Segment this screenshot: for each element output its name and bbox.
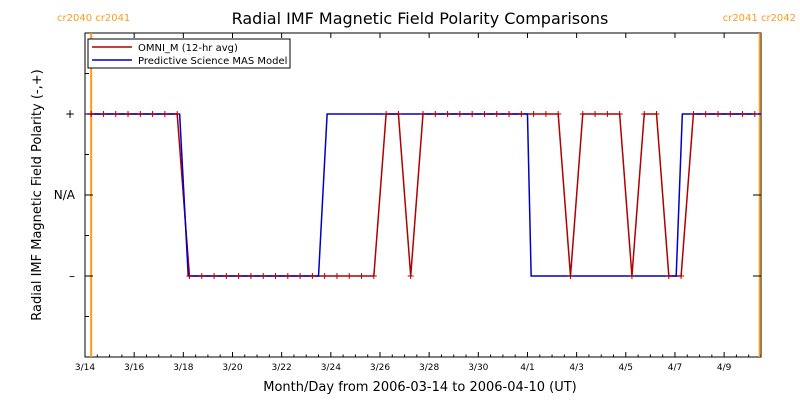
x-tick-label: 4/1 <box>520 363 534 373</box>
omni-data-point <box>469 111 476 117</box>
omni-data-point <box>567 273 574 279</box>
carrington-rotation-label: cr2041 cr2042 <box>723 13 796 24</box>
omni-data-point <box>383 111 390 117</box>
omni-data-point <box>235 273 242 279</box>
omni-data-point <box>88 111 95 117</box>
y-axis-label: Radial IMF Magnetic Field Polarity (-,+) <box>30 69 45 320</box>
omni-data-point <box>137 111 144 117</box>
chart-title: Radial IMF Magnetic Field Polarity Compa… <box>232 9 609 28</box>
x-tick-label: 3/24 <box>321 363 341 373</box>
omni-data-point <box>395 111 402 117</box>
x-tick-label: 4/7 <box>668 363 682 373</box>
omni-data-point <box>592 111 599 117</box>
series-line-omni <box>91 113 755 277</box>
omni-data-point <box>690 111 697 117</box>
x-tick-label: 3/18 <box>173 363 193 373</box>
omni-data-point <box>493 111 500 117</box>
legend-box <box>87 38 291 69</box>
omni-data-point <box>346 273 353 279</box>
x-tick-label: 4/3 <box>569 363 583 373</box>
omni-data-point <box>456 111 463 117</box>
omni-data-point <box>100 111 107 117</box>
x-tick-label: 4/5 <box>619 363 633 373</box>
omni-data-point <box>149 111 156 117</box>
omni-data-point <box>112 111 119 117</box>
omni-data-point <box>751 111 758 117</box>
omni-data-point <box>297 273 304 279</box>
omni-data-point <box>714 111 721 117</box>
series-line-mas <box>87 113 761 277</box>
omni-data-point <box>727 111 734 117</box>
x-tick-label: 3/14 <box>75 363 95 373</box>
plot-frame <box>84 32 762 358</box>
omni-data-point <box>506 111 513 117</box>
carrington-rotation-label: cr2040 cr2041 <box>57 13 130 24</box>
omni-data-point <box>555 111 562 117</box>
omni-data-point <box>407 273 414 279</box>
omni-data-point <box>579 111 586 117</box>
omni-data-point <box>272 273 279 279</box>
omni-data-point <box>321 273 328 279</box>
omni-data-point <box>542 111 549 117</box>
omni-data-point <box>518 111 525 117</box>
omni-data-point <box>653 111 660 117</box>
omni-data-point <box>481 111 488 117</box>
omni-data-point <box>370 273 377 279</box>
legend: OMNI_M (12-hr avg) Predictive Science MA… <box>87 38 291 69</box>
omni-data-point <box>444 111 451 117</box>
legend-label-omni: OMNI_M (12-hr avg) <box>138 43 238 54</box>
omni-data-point <box>260 273 267 279</box>
x-tick-label: 3/16 <box>124 363 144 373</box>
omni-data-point <box>628 273 635 279</box>
omni-data-point <box>358 273 365 279</box>
omni-data-point <box>702 111 709 117</box>
omni-data-point <box>125 111 132 117</box>
x-tick-label: 3/22 <box>272 363 292 373</box>
omni-data-point <box>198 273 205 279</box>
omni-data-point <box>333 273 340 279</box>
omni-data-point <box>420 111 426 117</box>
x-tick-label: 3/26 <box>370 363 390 373</box>
omni-data-point <box>309 273 316 279</box>
x-tick-label: 3/30 <box>468 363 488 373</box>
omni-data-point <box>284 273 291 279</box>
omni-data-point <box>211 273 218 279</box>
omni-data-point <box>665 273 672 279</box>
omni-data-point <box>247 273 254 279</box>
y-tick-label: N/A <box>54 188 76 202</box>
omni-data-point <box>739 111 746 117</box>
legend-label-mas: Predictive Science MAS Model <box>138 56 287 67</box>
omni-data-point <box>641 111 648 117</box>
omni-data-point <box>186 273 193 279</box>
x-tick-label: 3/28 <box>419 363 439 373</box>
x-tick-label: 3/20 <box>222 363 242 373</box>
x-axis-label: Month/Day from 2006-03-14 to 2006-04-10 … <box>263 380 576 395</box>
omni-data-point <box>223 273 230 279</box>
omni-data-point <box>604 111 611 117</box>
omni-data-point <box>530 111 537 117</box>
omni-data-point <box>432 111 439 117</box>
y-tick-label: + <box>65 107 75 121</box>
omni-data-point <box>174 111 181 117</box>
omni-data-point <box>678 273 685 279</box>
omni-data-point <box>616 111 623 117</box>
omni-data-point <box>161 111 168 117</box>
y-tick-label: – <box>69 269 75 283</box>
x-tick-label: 4/9 <box>717 363 732 373</box>
